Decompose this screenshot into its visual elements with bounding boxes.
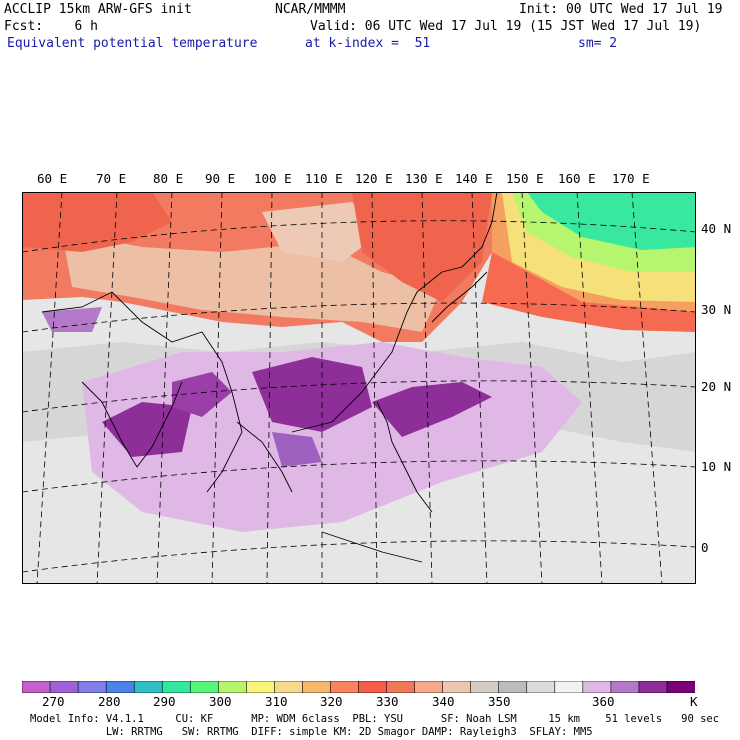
forecast-hour: Fcst: 6 h: [4, 19, 98, 34]
lon-label: 130 E: [405, 171, 443, 186]
colorbar-tick-label: 330: [376, 694, 399, 709]
colorbar-swatch: [105, 681, 135, 693]
org-label: NCAR/MMMM: [275, 2, 346, 17]
lat-label: 30 N: [701, 302, 732, 317]
colorbar-swatch: [386, 681, 416, 693]
lon-label: 90 E: [205, 171, 236, 186]
colorbar-swatch: [217, 681, 247, 693]
init-time: Init: 00 UTC Wed 17 Jul 19: [519, 2, 723, 17]
colorbar-swatch: [470, 681, 500, 693]
coastlines: [41, 192, 498, 563]
colorbar-tick-label: 350: [488, 694, 511, 709]
colorbar-swatch: [161, 681, 191, 693]
colorbar-swatch: [666, 681, 695, 693]
colorbar-tick-label: 310: [265, 694, 288, 709]
lon-label: 120 E: [355, 171, 393, 186]
lon-label: 150 E: [506, 171, 544, 186]
lat-label: 20 N: [701, 379, 732, 394]
colorbar-swatch: [22, 681, 51, 693]
valid-time: Valid: 06 UTC Wed 17 Jul 19 (15 JST Wed …: [310, 19, 702, 34]
colorbar-tick-label: 360: [592, 694, 615, 709]
india-core: [102, 402, 192, 457]
lat-label: 10 N: [701, 459, 732, 474]
lon-label: 160 E: [558, 171, 596, 186]
lon-label: 140 E: [455, 171, 493, 186]
colorbar-swatch: [189, 681, 219, 693]
colorbar-tick-label: 340: [432, 694, 455, 709]
lon-label: 170 E: [612, 171, 650, 186]
colorbar-swatch: [582, 681, 612, 693]
scs-core: [272, 432, 322, 467]
colorbar-swatch: [77, 681, 107, 693]
model-info-line1: Model Info: V4.1.1 CU: KF MP: WDM 6class…: [30, 713, 720, 725]
japan-red-tail: [482, 252, 696, 332]
field-name: Equivalent potential temperature: [7, 36, 258, 51]
map-frame: [22, 192, 696, 584]
colorbar-swatch: [274, 681, 304, 693]
colorbar-tick-label: 320: [320, 694, 343, 709]
colorbar-swatch: [330, 681, 360, 693]
colorbar-swatch: [358, 681, 388, 693]
colorbar-tick-label: 270: [42, 694, 65, 709]
np-green: [527, 192, 696, 250]
smoothing-label: sm= 2: [578, 36, 618, 51]
colorbar-swatch: [610, 681, 640, 693]
model-title: ACCLIP 15km ARW-GFS init: [4, 2, 192, 17]
lon-label: 60 E: [37, 171, 68, 186]
colorbar-swatch: [302, 681, 332, 693]
lon-label: 70 E: [96, 171, 127, 186]
lat-label: 40 N: [701, 221, 732, 236]
colorbar-swatch: [246, 681, 275, 693]
lon-label: 100 E: [254, 171, 292, 186]
philippine-sea-core: [372, 382, 492, 437]
colorbar-swatch: [554, 681, 584, 693]
northeast-red-patch: [352, 192, 492, 302]
colorbar-swatch: [414, 681, 444, 693]
colorbar-tick-label: 290: [153, 694, 176, 709]
colorbar-swatch: [49, 681, 79, 693]
colorbar-swatch: [638, 681, 668, 693]
colorbar-unit: K: [690, 694, 698, 709]
lat-lon-grid: [22, 192, 696, 584]
south-china-core: [252, 357, 372, 432]
colorbar-tick-label: 300: [209, 694, 232, 709]
lat-label: 0: [701, 540, 709, 555]
lon-label: 80 E: [153, 171, 184, 186]
colorbar-swatch: [133, 681, 163, 693]
lon-label: 110 E: [305, 171, 343, 186]
colorbar-swatch: [498, 681, 528, 693]
west-purple-blob: [42, 307, 102, 332]
colorbar-swatch: [442, 681, 472, 693]
colorbar-tick-label: 280: [98, 694, 121, 709]
colorbar-swatch: [526, 681, 556, 693]
model-info-line2: LW: RRTMG SW: RRTMG DIFF: simple KM: 2D …: [30, 726, 593, 738]
colorbar: [22, 681, 695, 693]
theta-e-map: [22, 192, 696, 584]
level-index: at k-index = 51: [305, 36, 431, 51]
